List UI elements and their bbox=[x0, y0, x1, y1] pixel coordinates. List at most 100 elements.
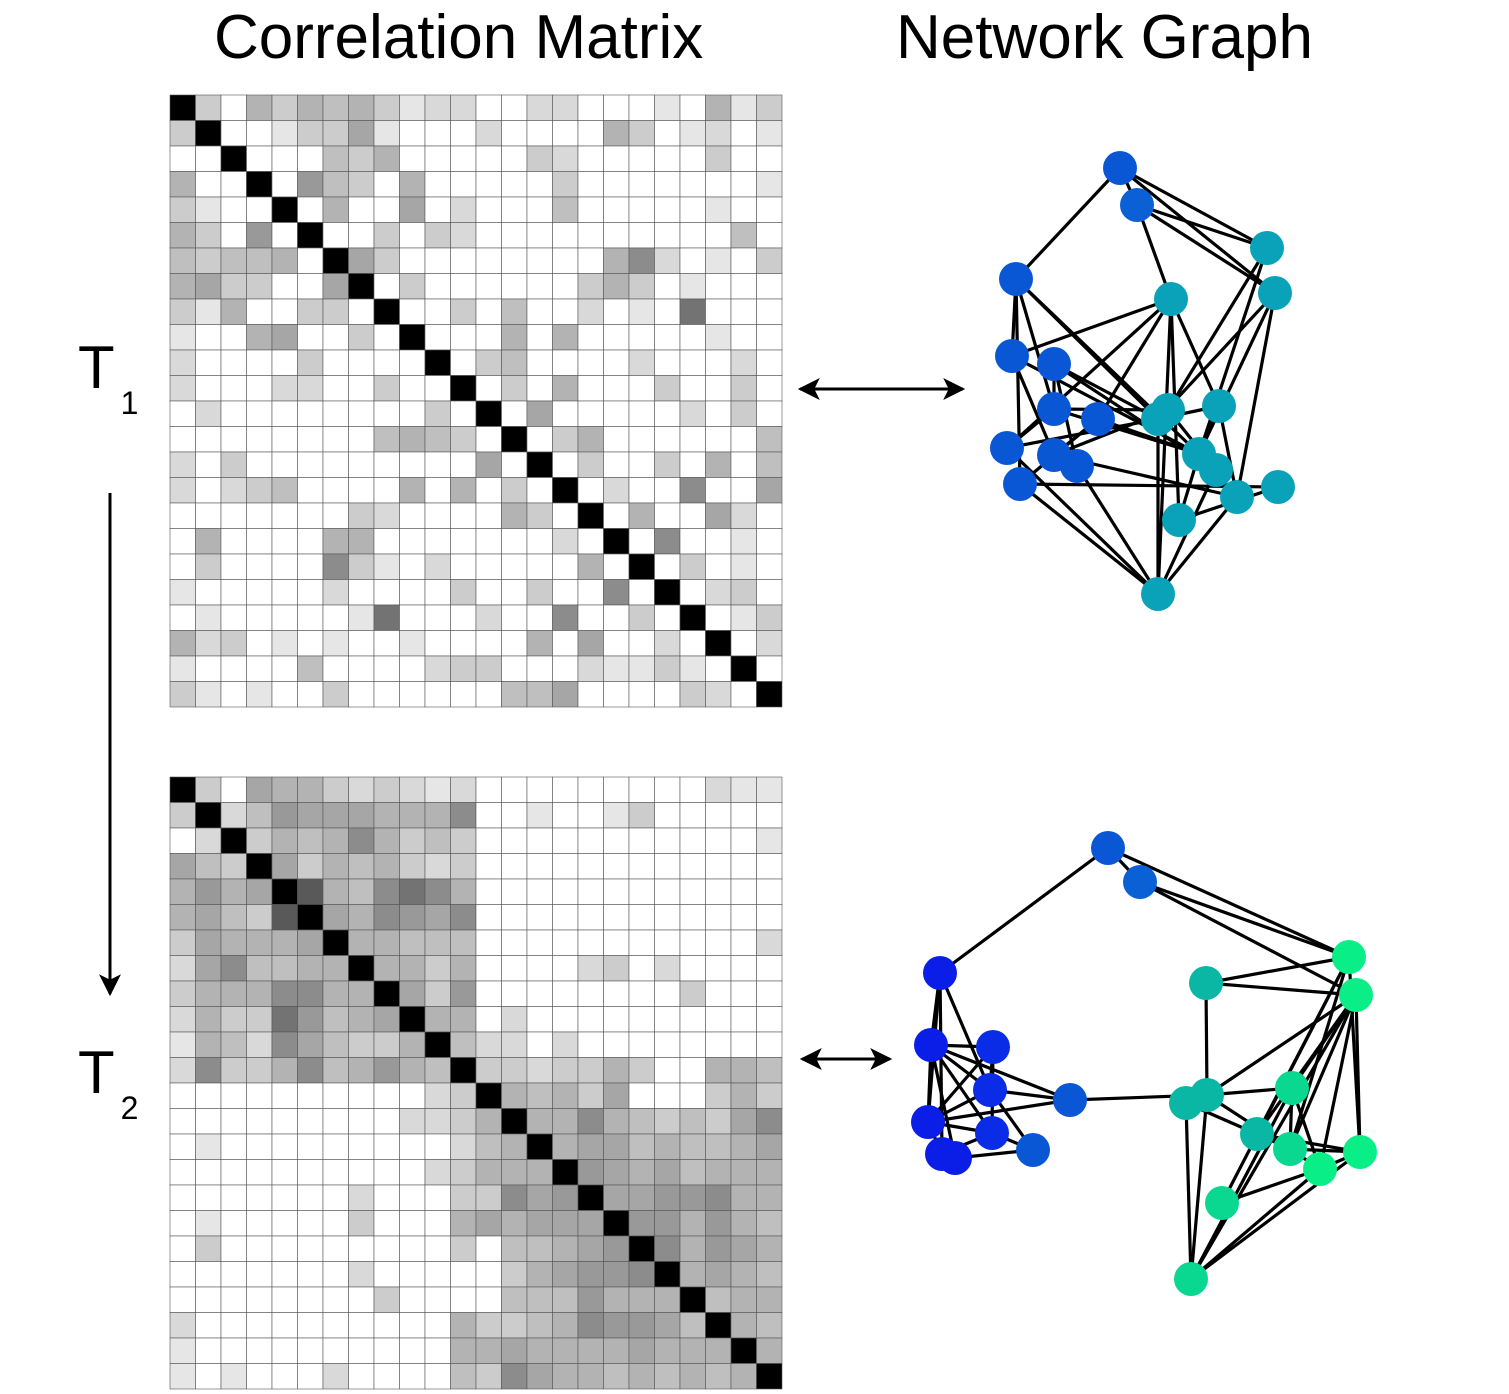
matrix-cell bbox=[424, 94, 451, 121]
matrix-cell bbox=[322, 827, 349, 854]
matrix-cell bbox=[322, 1210, 349, 1237]
matrix-cell bbox=[475, 1312, 502, 1339]
matrix-cell bbox=[169, 426, 196, 453]
matrix-cell bbox=[195, 955, 222, 982]
matrix-cell bbox=[603, 853, 630, 880]
matrix-cell bbox=[628, 171, 655, 198]
matrix-cell bbox=[526, 655, 553, 682]
matrix-cell bbox=[654, 1184, 681, 1211]
matrix-cell bbox=[730, 604, 757, 631]
matrix-cell bbox=[679, 1159, 706, 1186]
matrix-cell bbox=[475, 655, 502, 682]
matrix-cell bbox=[271, 375, 298, 402]
matrix-cell bbox=[322, 1108, 349, 1135]
matrix-cell bbox=[348, 853, 375, 880]
matrix-cell bbox=[450, 426, 477, 453]
matrix-cell bbox=[679, 375, 706, 402]
matrix-cell bbox=[424, 776, 451, 803]
matrix-cell bbox=[526, 349, 553, 376]
matrix-cell bbox=[399, 145, 426, 172]
matrix-cell bbox=[399, 681, 426, 708]
matrix-cell bbox=[246, 298, 273, 325]
matrix-cell bbox=[654, 400, 681, 427]
matrix-cell bbox=[220, 878, 247, 905]
matrix-cell bbox=[501, 579, 528, 606]
matrix-cell bbox=[348, 1261, 375, 1288]
matrix-cell bbox=[628, 196, 655, 223]
matrix-cell bbox=[246, 1184, 273, 1211]
matrix-cell bbox=[169, 451, 196, 478]
matrix-cell bbox=[628, 1261, 655, 1288]
matrix-cell bbox=[756, 604, 783, 631]
matrix-cell bbox=[654, 1082, 681, 1109]
graph-edge bbox=[1256, 1132, 1361, 1154]
matrix-cell bbox=[271, 655, 298, 682]
matrix-cell bbox=[526, 1133, 553, 1160]
matrix-cell bbox=[169, 502, 196, 529]
matrix-cell bbox=[169, 349, 196, 376]
matrix-cell bbox=[424, 1337, 451, 1364]
matrix-cell bbox=[501, 1184, 528, 1211]
matrix-cell bbox=[475, 980, 502, 1007]
network-graph-t1 bbox=[990, 151, 1295, 611]
matrix-cell bbox=[246, 1082, 273, 1109]
matrix-cell bbox=[603, 1057, 630, 1084]
matrix-cell bbox=[603, 502, 630, 529]
matrix-cell bbox=[501, 94, 528, 121]
matrix-cell bbox=[220, 1082, 247, 1109]
matrix-cell bbox=[756, 196, 783, 223]
graph-node bbox=[938, 1141, 972, 1175]
matrix-cell bbox=[475, 776, 502, 803]
graph-node bbox=[1275, 1071, 1309, 1105]
matrix-cell bbox=[322, 502, 349, 529]
matrix-cell bbox=[577, 1184, 604, 1211]
matrix-cell bbox=[322, 1235, 349, 1262]
matrix-cell bbox=[399, 604, 426, 631]
matrix-cell bbox=[322, 400, 349, 427]
matrix-cell bbox=[246, 1337, 273, 1364]
matrix-cell bbox=[552, 1337, 579, 1364]
matrix-cell bbox=[399, 802, 426, 829]
matrix-cell bbox=[297, 955, 324, 982]
graph-edge bbox=[1011, 297, 1172, 358]
matrix-cell bbox=[501, 196, 528, 223]
matrix-cell bbox=[169, 273, 196, 300]
matrix-cell bbox=[654, 1108, 681, 1135]
matrix-cell bbox=[348, 273, 375, 300]
matrix-cell bbox=[705, 145, 732, 172]
matrix-cell bbox=[475, 1286, 502, 1313]
matrix-cell bbox=[577, 120, 604, 147]
matrix-cell bbox=[577, 878, 604, 905]
matrix-cell bbox=[475, 553, 502, 580]
matrix-cell bbox=[679, 171, 706, 198]
matrix-cell bbox=[373, 853, 400, 880]
matrix-cell bbox=[603, 655, 630, 682]
matrix-cell bbox=[628, 273, 655, 300]
matrix-cell bbox=[603, 222, 630, 249]
matrix-cell bbox=[679, 528, 706, 555]
matrix-cell bbox=[450, 1337, 477, 1364]
matrix-cell bbox=[424, 1082, 451, 1109]
graph-edge bbox=[1097, 417, 1200, 456]
matrix-cell bbox=[577, 980, 604, 1007]
matrix-cell bbox=[271, 426, 298, 453]
matrix-cell bbox=[399, 528, 426, 555]
matrix-cell bbox=[501, 324, 528, 351]
matrix-cell bbox=[475, 528, 502, 555]
matrix-cell bbox=[246, 120, 273, 147]
matrix-cell bbox=[169, 477, 196, 504]
matrix-cell bbox=[475, 1108, 502, 1135]
matrix-cell bbox=[195, 1210, 222, 1237]
matrix-cell bbox=[679, 1261, 706, 1288]
matrix-cell bbox=[450, 802, 477, 829]
matrix-cell bbox=[577, 1031, 604, 1058]
matrix-cell bbox=[450, 324, 477, 351]
matrix-cell bbox=[603, 1133, 630, 1160]
matrix-cell bbox=[169, 980, 196, 1007]
graph-edge bbox=[1136, 203, 1276, 295]
matrix-cell bbox=[603, 145, 630, 172]
matrix-cell bbox=[399, 1108, 426, 1135]
matrix-cell bbox=[654, 579, 681, 606]
matrix-cell bbox=[501, 955, 528, 982]
matrix-cell bbox=[756, 1261, 783, 1288]
